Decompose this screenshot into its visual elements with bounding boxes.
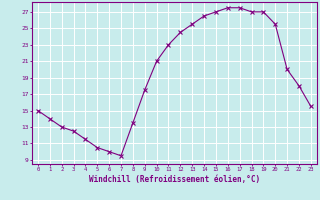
X-axis label: Windchill (Refroidissement éolien,°C): Windchill (Refroidissement éolien,°C)	[89, 175, 260, 184]
